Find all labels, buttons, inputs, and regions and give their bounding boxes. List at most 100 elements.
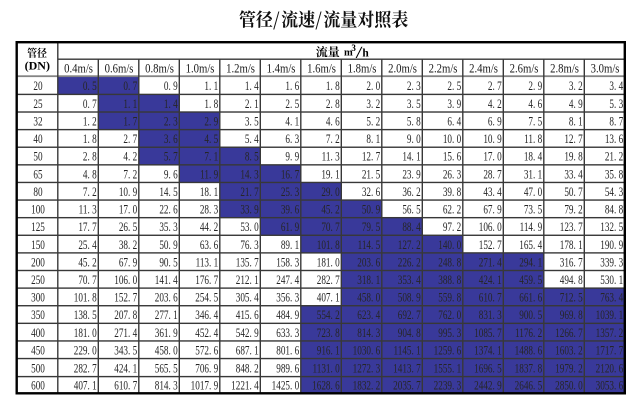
svg-text:158. 3: 158. 3 [276,256,299,270]
svg-text:989. 6: 989. 6 [276,362,300,376]
svg-text:559. 8: 559. 8 [438,291,461,305]
svg-text:181. 0: 181. 0 [74,327,97,341]
svg-text:1628. 6: 1628. 6 [312,380,340,394]
svg-text:8. 1: 8. 1 [366,133,380,147]
svg-text:2120. 6: 2120. 6 [596,362,624,376]
svg-text:29. 0: 29. 0 [321,186,339,200]
svg-text:17. 0: 17. 0 [483,151,501,165]
svg-text:0. 5: 0. 5 [83,80,97,94]
svg-text:25: 25 [33,98,42,112]
svg-text:63. 6: 63. 6 [200,239,219,253]
svg-text:28. 7: 28. 7 [483,168,502,182]
svg-text:3. 9: 3. 9 [447,98,461,112]
svg-text:407. 1: 407. 1 [74,380,97,394]
svg-text:633. 3: 633. 3 [276,327,299,341]
svg-text:40: 40 [33,133,42,147]
svg-text:692. 7: 692. 7 [398,309,422,323]
svg-text:415. 6: 415. 6 [236,309,260,323]
svg-text:0.6m/s: 0.6m/s [105,62,134,76]
svg-text:106. 0: 106. 0 [114,274,137,288]
svg-text:610. 7: 610. 7 [479,291,503,305]
svg-text:1. 4: 1. 4 [245,80,259,94]
svg-text:4. 8: 4. 8 [83,168,97,182]
svg-text:50. 9: 50. 9 [362,203,380,217]
svg-text:226. 2: 226. 2 [398,256,421,270]
svg-text:9. 6: 9. 6 [164,168,178,182]
svg-text:90. 5: 90. 5 [159,256,177,270]
svg-text:4. 6: 4. 6 [528,98,542,112]
svg-text:484. 9: 484. 9 [276,309,299,323]
svg-text:21. 2: 21. 2 [605,151,623,165]
svg-text:508. 9: 508. 9 [398,291,421,305]
svg-text:200: 200 [31,256,45,270]
svg-text:300: 300 [31,291,45,305]
svg-text:4. 2: 4. 2 [488,98,502,112]
svg-text:150: 150 [31,239,45,253]
svg-text:343. 5: 343. 5 [114,344,137,358]
svg-text:494. 8: 494. 8 [560,274,583,288]
svg-text:31. 1: 31. 1 [524,168,542,182]
svg-text:(DN): (DN) [25,59,50,73]
svg-text:424. 1: 424. 1 [479,274,502,288]
svg-text:1696. 5: 1696. 5 [474,362,502,376]
svg-text:305. 4: 305. 4 [236,291,260,305]
svg-text:623. 4: 623. 4 [357,309,381,323]
svg-text:44. 2: 44. 2 [200,221,218,235]
svg-text:388. 8: 388. 8 [438,274,461,288]
svg-text:904. 8: 904. 8 [398,327,421,341]
svg-text:14. 5: 14. 5 [159,186,177,200]
svg-text:79. 2: 79. 2 [564,203,582,217]
svg-text:831. 3: 831. 3 [479,309,502,323]
svg-text:16. 7: 16. 7 [281,168,300,182]
svg-text:11. 3: 11. 3 [79,203,97,217]
svg-text:100: 100 [31,203,45,217]
svg-text:995. 3: 995. 3 [438,327,461,341]
svg-text:7. 2: 7. 2 [123,168,137,182]
svg-text:0.8m/s: 0.8m/s [145,62,174,76]
svg-text:2. 8: 2. 8 [83,151,97,165]
svg-text:2850. 0: 2850. 0 [555,380,583,394]
svg-text:8. 7: 8. 7 [609,115,623,129]
svg-text:2. 5: 2. 5 [285,98,299,112]
svg-text:3. 5: 3. 5 [245,115,259,129]
svg-text:39. 8: 39. 8 [443,186,461,200]
svg-text:6. 9: 6. 9 [488,115,502,129]
svg-text:2.8m/s: 2.8m/s [550,62,579,76]
svg-text:11. 8: 11. 8 [524,133,542,147]
svg-text:2. 8: 2. 8 [326,98,340,112]
svg-text:661. 6: 661. 6 [519,291,543,305]
svg-text:2. 3: 2. 3 [407,80,421,94]
svg-text:459. 5: 459. 5 [519,274,542,288]
svg-text:1.2m/s: 1.2m/s [226,62,255,76]
svg-text:89. 1: 89. 1 [281,239,299,253]
svg-text:14. 1: 14. 1 [402,151,420,165]
svg-text:101. 8: 101. 8 [317,239,340,253]
svg-text:2. 1: 2. 1 [245,98,259,112]
svg-text:0. 9: 0. 9 [164,80,178,94]
svg-text:2. 9: 2. 9 [204,115,218,129]
svg-text:5. 2: 5. 2 [366,115,380,129]
svg-text:600: 600 [31,380,45,394]
svg-text:20: 20 [33,80,42,94]
svg-text:2239. 3: 2239. 3 [434,380,462,394]
svg-text:62. 2: 62. 2 [443,203,461,217]
svg-text:706. 9: 706. 9 [195,362,218,376]
svg-text:138. 5: 138. 5 [74,309,97,323]
svg-text:84. 8: 84. 8 [605,203,623,217]
svg-text:458. 0: 458. 0 [357,291,380,305]
svg-text:4. 5: 4. 5 [204,133,218,147]
svg-text:203. 6: 203. 6 [357,256,381,270]
svg-text:8. 1: 8. 1 [569,115,583,129]
svg-text:18. 1: 18. 1 [200,186,218,200]
svg-text:1221. 4: 1221. 4 [231,380,259,394]
svg-text:203. 6: 203. 6 [155,291,179,305]
svg-text:10. 9: 10. 9 [483,133,501,147]
svg-text:2. 0: 2. 0 [366,80,380,94]
svg-text:10. 0: 10. 0 [443,133,461,147]
svg-text:801. 6: 801. 6 [276,344,300,358]
svg-text:76. 3: 76. 3 [240,239,258,253]
svg-text:39. 6: 39. 6 [281,203,300,217]
svg-text:8. 5: 8. 5 [245,151,259,165]
svg-text:25. 4: 25. 4 [78,239,97,253]
svg-text:17. 0: 17. 0 [119,203,137,217]
